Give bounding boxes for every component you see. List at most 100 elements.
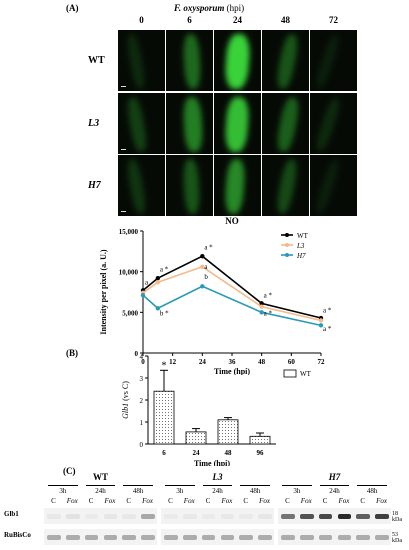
data-point (200, 264, 205, 269)
fluorescence-signal (313, 158, 342, 215)
x-tick-label: 12 (169, 358, 177, 366)
timepoint-bracket (165, 485, 195, 486)
panel-b-label: (B) (66, 348, 78, 358)
series-line (142, 285, 322, 327)
bar (217, 419, 239, 445)
blot-group-label: H7 (328, 472, 341, 482)
lane-label: C (243, 497, 249, 505)
significance-label: a * (160, 266, 169, 274)
data-point (155, 306, 161, 311)
fluorescence-signal (224, 158, 247, 215)
fluorescence-signal (224, 96, 250, 153)
y-tick-label: 4 (140, 353, 144, 361)
data-point (259, 310, 264, 315)
lane-label: C (51, 497, 56, 505)
significance-label: a * (323, 325, 332, 333)
pathogen-name: F. oxysporum (174, 3, 225, 13)
blot-timepoint-label: 3h (176, 487, 184, 495)
rubisco-band (182, 535, 197, 540)
fluorescence-signal (274, 33, 301, 90)
lane-label: Fox (338, 497, 350, 505)
lane-label: Fox (104, 497, 116, 505)
fluorescence-signal (182, 96, 204, 153)
significance-label: a * (264, 292, 273, 300)
glb1-band (375, 514, 389, 519)
data-point (140, 293, 146, 298)
timepoint-bracket (202, 485, 233, 486)
timepoint-bracket (240, 485, 270, 486)
fluorescence-signal (125, 33, 147, 90)
micrograph-tile (214, 93, 261, 154)
fluorescence-signal (224, 33, 252, 90)
bar (185, 431, 207, 445)
blot-timepoint-label: 24h (212, 487, 223, 495)
micrograph-tile (118, 155, 165, 216)
legend-label: H7 (296, 252, 306, 260)
glb1-band (220, 514, 235, 519)
timepoint-bracket (48, 485, 78, 486)
x-tick-label: 24 (199, 358, 207, 366)
rubisco-band (258, 535, 272, 540)
blot-timepoint-label: 48h (132, 487, 144, 495)
fluorescence-signal (313, 96, 343, 153)
lane-label: Fox (259, 497, 271, 505)
glb1-band (65, 514, 80, 519)
fluorescence-signal (125, 158, 148, 215)
glb1-band (47, 514, 61, 519)
y-axis-unit: (vs C) (121, 381, 130, 403)
size-marker-18: 18 kDa (392, 511, 402, 523)
rubisco-strip (44, 529, 157, 545)
timepoint-label: 48 (281, 15, 290, 25)
legend-label: WT (300, 370, 312, 378)
micrograph-tile (262, 30, 309, 91)
x-tick-label: 24 (193, 449, 201, 457)
lane-label: Fox (376, 497, 388, 505)
glb1-band (182, 514, 197, 519)
panel-c-label: (C) (63, 466, 76, 476)
y-tick-label: 2 (140, 397, 144, 405)
legend-label: WT (297, 232, 309, 240)
blot-timepoint-label: 48h (249, 487, 261, 495)
lane-label: Fox (183, 497, 195, 505)
micrograph-tile (262, 93, 309, 154)
significance-label: a * (323, 306, 332, 314)
micrograph-tile (118, 93, 165, 154)
western-blot: Glb1 RuBisCo WT 3h C Fox 24h C Fox 48h C Fox L3 3h C Fo… (0, 470, 409, 550)
rubisco-band (141, 535, 155, 540)
glb1-band (201, 514, 216, 519)
glb1-band (239, 514, 254, 519)
rubisco-band (375, 535, 389, 540)
y-tick-label: 0 (135, 350, 139, 358)
chart-title: NO (225, 216, 239, 226)
micrograph-tile (166, 93, 213, 154)
y-axis-label: Intensity per pixel (a. U.) (99, 249, 108, 335)
y-axis-gene: Glb1 (121, 403, 130, 419)
timepoint-bracket (319, 485, 350, 486)
y-tick-label: 10,000 (119, 269, 139, 277)
fluorescence-signal (313, 33, 342, 90)
data-point (200, 284, 205, 289)
row-label: H7 (88, 180, 101, 191)
blot-group-label: WT (92, 472, 108, 482)
data-point (155, 275, 161, 281)
x-tick-label: 48 (258, 358, 266, 366)
x-tick-label: 0 (141, 358, 145, 366)
y-tick-label: 15,000 (119, 228, 139, 236)
legend-marker (285, 253, 289, 257)
significance-label: a * (264, 310, 273, 318)
rubisco-band (103, 535, 118, 540)
lane-label: C (168, 497, 173, 505)
row-label-rubisco: RuBisCo (4, 531, 31, 539)
significance-mark: * (162, 360, 167, 371)
rubisco-band (281, 535, 295, 540)
rubisco-band (84, 535, 99, 540)
blot-timepoint-label: 3h (59, 487, 67, 495)
glb1-strip (44, 508, 157, 524)
no-line-chart: NO 0 5,000 10,000 15,000 0 12 24 36 48 60 72 Time (h… (99, 216, 332, 375)
lane-label: C (205, 497, 211, 505)
panel-a-title: F. oxysporum (hpi) (174, 3, 244, 13)
blot-timepoint-label: 3h (293, 487, 301, 495)
x-tick-label: 48 (225, 449, 233, 457)
glb1-band (141, 514, 155, 519)
timepoint-bracket (357, 485, 387, 486)
